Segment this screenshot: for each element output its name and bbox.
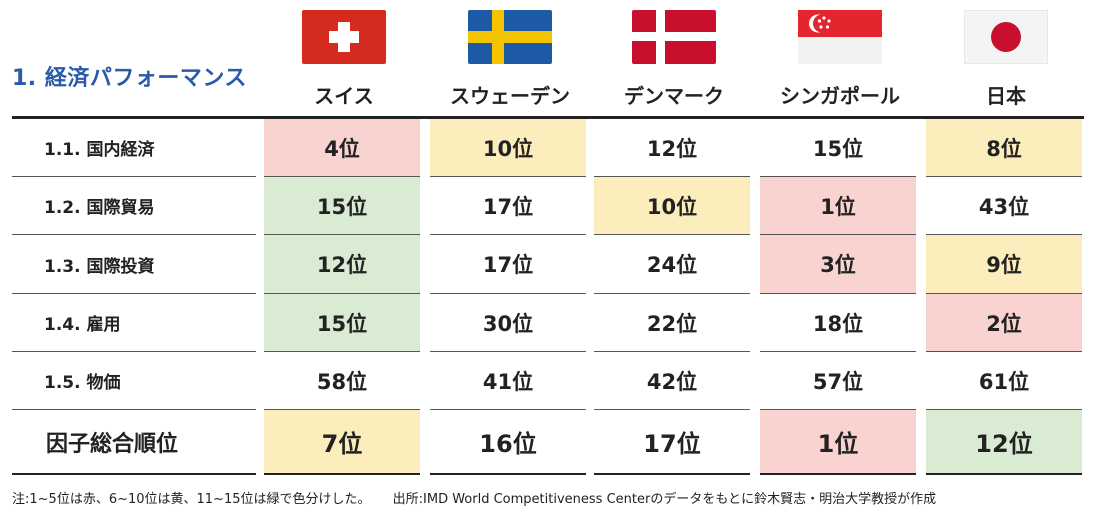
- table-bottom-rule: [760, 473, 916, 475]
- rank-cell: 3位: [760, 235, 916, 293]
- table-top-rule: [12, 116, 1084, 119]
- row-separator: [12, 351, 256, 352]
- rank-cell: 17位: [430, 177, 586, 234]
- country-name: スイス: [314, 84, 374, 108]
- row-label: 1.4. 雇用: [44, 315, 121, 335]
- rank-cell: 24位: [594, 235, 750, 293]
- rank-cell: 12位: [264, 235, 420, 293]
- country-header: スウェーデン: [430, 0, 590, 112]
- japan-flag-icon: [964, 10, 1048, 64]
- cell-separator: [926, 409, 1082, 410]
- cell-separator: [430, 293, 586, 294]
- footnote: 注:1~5位は赤、6~10位は黄、11~15位は緑で色分けした。 出所:IMD …: [12, 488, 936, 507]
- cell-separator: [926, 293, 1082, 294]
- cell-separator: [760, 293, 916, 294]
- rank-cell: 18位: [760, 294, 916, 351]
- cell-separator: [760, 176, 916, 177]
- cell-separator: [594, 409, 750, 410]
- switzerland-flag-icon: [302, 10, 386, 64]
- row-label: 1.5. 物価: [44, 373, 121, 393]
- row-separator: [12, 293, 256, 294]
- rank-cell: 12位: [594, 119, 750, 176]
- cell-separator: [430, 351, 586, 352]
- cell-separator: [264, 351, 420, 352]
- cell-separator: [594, 293, 750, 294]
- country-name: デンマーク: [624, 84, 724, 108]
- rank-cell: 10位: [430, 119, 586, 176]
- row-separator: [12, 409, 256, 410]
- row-label: 1.3. 国際投資: [44, 256, 155, 277]
- country-name: 日本: [986, 84, 1026, 108]
- cell-separator: [430, 409, 586, 410]
- country-header: シンガポール: [760, 0, 920, 112]
- footnote-note: 注:1~5位は赤、6~10位は黄、11~15位は緑で色分けした。: [12, 492, 371, 507]
- row-separator: [12, 176, 256, 177]
- rank-cell: 10位: [594, 177, 750, 234]
- cell-separator: [760, 234, 916, 235]
- table-bottom-rule: [594, 473, 750, 475]
- cell-separator: [926, 234, 1082, 235]
- row-label: 因子総合順位: [46, 431, 179, 457]
- rank-cell: 12位: [926, 410, 1082, 473]
- table-bottom-rule: [430, 473, 586, 475]
- rank-cell: 16位: [430, 410, 586, 473]
- rank-cell: 42位: [594, 352, 750, 409]
- rank-cell: 17位: [430, 235, 586, 293]
- cell-separator: [594, 351, 750, 352]
- country-header: 日本: [926, 0, 1086, 112]
- rank-cell: 41位: [430, 352, 586, 409]
- rank-cell: 8位: [926, 119, 1082, 176]
- rank-cell: 7位: [264, 410, 420, 473]
- country-name: シンガポール: [780, 84, 900, 108]
- row-label: 1.1. 国内経済: [44, 140, 155, 160]
- rank-cell: 1位: [760, 410, 916, 473]
- rank-cell: 1位: [760, 177, 916, 234]
- cell-separator: [264, 176, 420, 177]
- country-name: スウェーデン: [450, 84, 570, 108]
- rank-cell: 4位: [264, 119, 420, 176]
- rank-cell: 22位: [594, 294, 750, 351]
- rank-cell: 43位: [926, 177, 1082, 234]
- cell-separator: [760, 409, 916, 410]
- rank-cell: 15位: [760, 119, 916, 176]
- rank-cell: 15位: [264, 294, 420, 351]
- denmark-flag-icon: [632, 10, 716, 64]
- cell-separator: [594, 234, 750, 235]
- table-bottom-rule: [926, 473, 1082, 475]
- rank-cell: 30位: [430, 294, 586, 351]
- cell-separator: [594, 176, 750, 177]
- country-header: スイス: [264, 0, 424, 112]
- rank-cell: 9位: [926, 235, 1082, 293]
- rank-cell: 57位: [760, 352, 916, 409]
- country-header: デンマーク: [594, 0, 754, 112]
- sweden-flag-icon: [468, 10, 552, 64]
- cell-separator: [760, 351, 916, 352]
- cell-separator: [264, 409, 420, 410]
- singapore-flag-icon: [798, 10, 882, 64]
- cell-separator: [926, 176, 1082, 177]
- rank-cell: 58位: [264, 352, 420, 409]
- cell-separator: [926, 351, 1082, 352]
- row-label: 1.2. 国際貿易: [44, 198, 155, 218]
- row-separator: [12, 234, 256, 235]
- rank-cell: 17位: [594, 410, 750, 473]
- cell-separator: [264, 234, 420, 235]
- table-bottom-rule: [264, 473, 420, 475]
- cell-separator: [430, 176, 586, 177]
- cell-separator: [430, 234, 586, 235]
- rank-cell: 2位: [926, 294, 1082, 351]
- cell-separator: [264, 293, 420, 294]
- table-bottom-rule: [12, 473, 256, 475]
- rank-cell: 61位: [926, 352, 1082, 409]
- footnote-source: 出所:IMD World Competitiveness Centerのデータを…: [392, 492, 937, 507]
- section-title: 1. 経済パフォーマンス: [12, 66, 247, 91]
- rank-cell: 15位: [264, 177, 420, 234]
